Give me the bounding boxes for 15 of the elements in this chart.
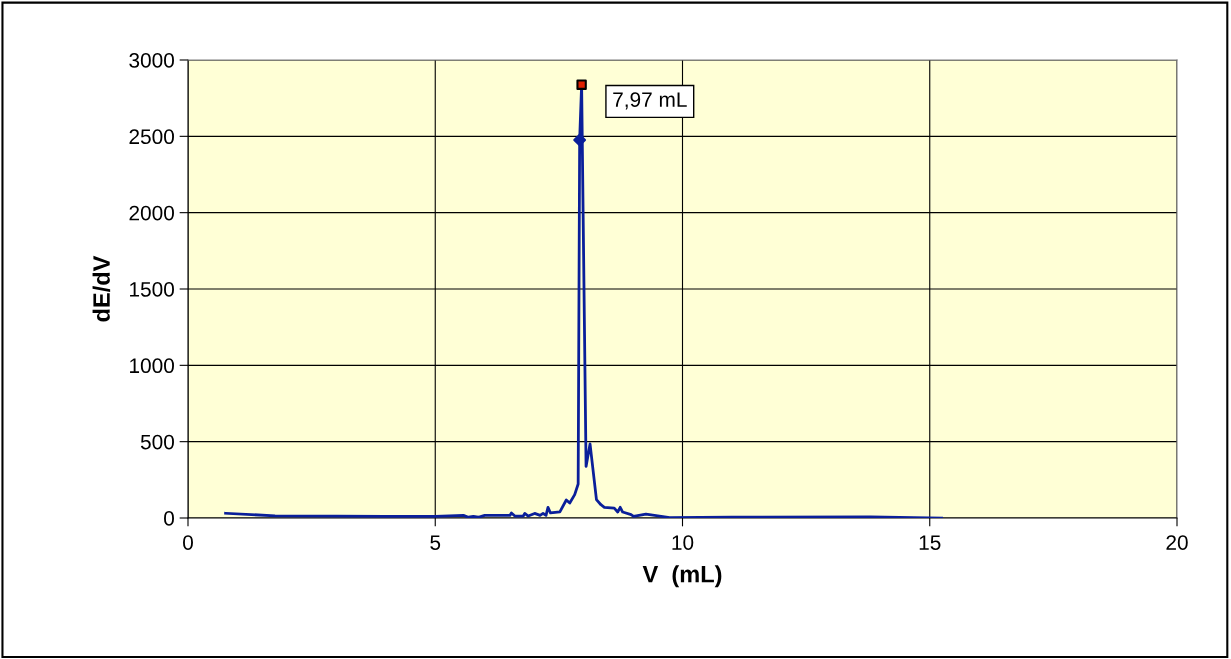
y-tick-label: 1000 (130, 358, 174, 374)
x-tick-label: 10 (672, 535, 694, 550)
x-tick-label: 5 (430, 535, 441, 550)
y-tick-label: 2000 (129, 205, 174, 221)
x-tick-label: 20 (1166, 535, 1188, 550)
y-tick-label: 1500 (130, 282, 174, 297)
y-tick-label: 0 (164, 511, 174, 526)
x-axis-title: V (mL) (642, 565, 722, 588)
y-tick-label: 2500 (129, 129, 174, 145)
y-axis-title: dE/dV (92, 255, 111, 322)
annotation: 7,97 mL (613, 92, 687, 110)
y-tick-label: 3000 (129, 53, 174, 68)
x-tick-label: 0 (183, 535, 193, 550)
x-tick-label: 15 (919, 535, 941, 550)
y-tick-label: 500 (140, 434, 174, 450)
